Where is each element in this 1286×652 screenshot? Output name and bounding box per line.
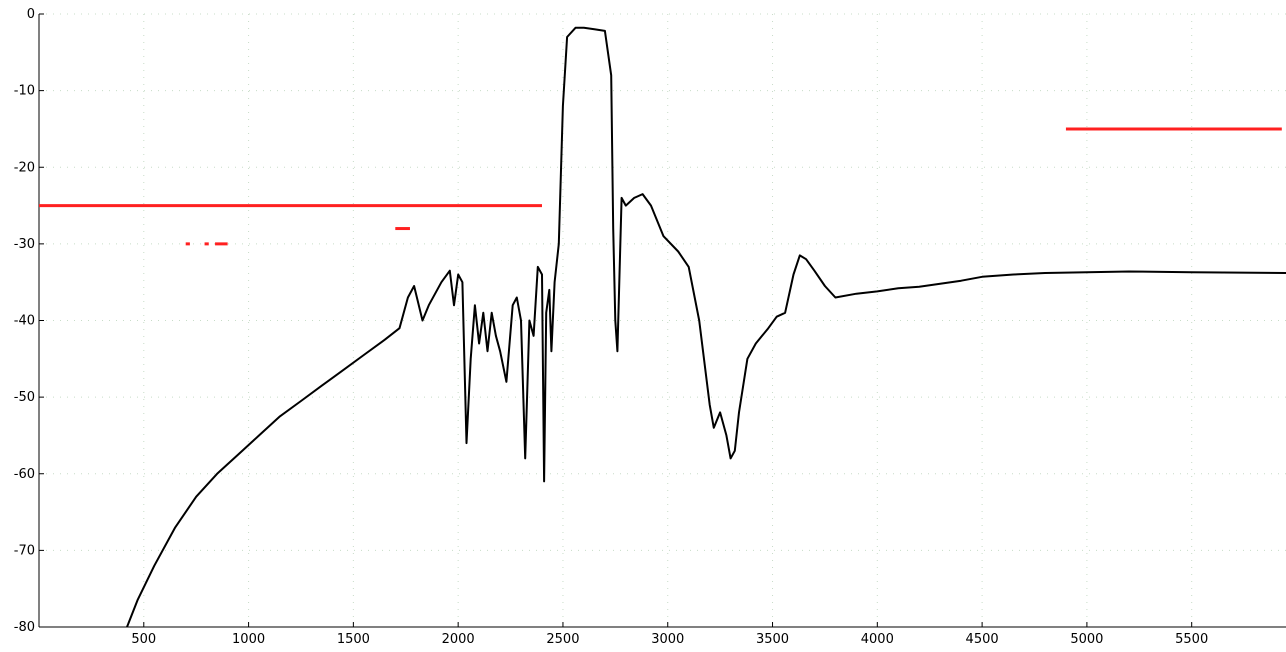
x-tick-label: 5000: [1070, 632, 1103, 647]
y-tick-label: -10: [14, 84, 35, 99]
y-tick-labels: 0 -10 -20 -30 -40 -50 -60 -70 -80: [14, 7, 44, 635]
series-line-0: [126, 26, 1286, 628]
x-tick-label: 2500: [546, 632, 579, 647]
x-tick-label: 3500: [756, 632, 789, 647]
x-tick-label: 2000: [442, 632, 475, 647]
y-tick-label: -70: [14, 543, 35, 558]
x-tick-label: 500: [131, 632, 156, 647]
y-tick-label: -30: [14, 237, 35, 252]
series: [126, 26, 1286, 628]
y-tick-label: -80: [14, 620, 35, 635]
y-tick-label: -60: [14, 467, 35, 482]
x-tick-label: 5500: [1175, 632, 1208, 647]
y-tick-label: -20: [14, 160, 35, 175]
y-tick-label: -40: [14, 314, 35, 329]
grid: [39, 13, 1286, 628]
x-tick-label: 1000: [232, 632, 265, 647]
x-tick-label: 4500: [966, 632, 999, 647]
x-tick-label: 4000: [861, 632, 894, 647]
x-tick-labels: 500 1000 1500 2000 2500 3000 3500 4000 4500 5000 5…: [131, 622, 1208, 647]
limit-lines: [39, 127, 1282, 246]
y-tick-label: 0: [27, 7, 35, 22]
x-tick-label: 1500: [337, 632, 370, 647]
x-tick-label: 3000: [651, 632, 684, 647]
y-tick-label: -50: [14, 390, 35, 405]
